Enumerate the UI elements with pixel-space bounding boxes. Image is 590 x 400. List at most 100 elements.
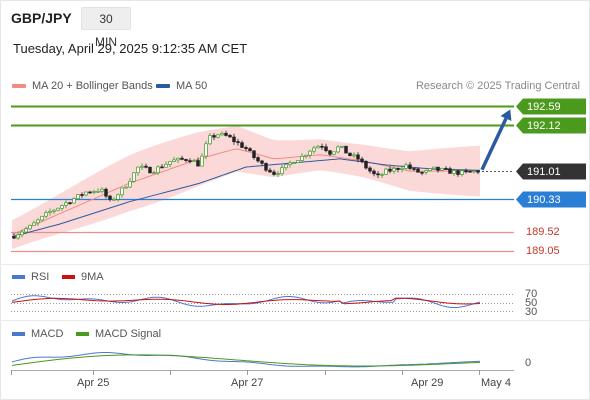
candle-body: [56, 207, 60, 211]
candle-body: [96, 190, 100, 193]
candle-body: [100, 188, 104, 192]
candle-body: [348, 152, 352, 157]
candle-body: [184, 159, 188, 161]
candle-body: [288, 162, 292, 165]
candle-body: [208, 135, 212, 145]
candle-body: [176, 157, 180, 161]
projection-arrow-head: [500, 109, 512, 122]
candle-body: [420, 171, 424, 174]
rsi-line: [11, 295, 481, 308]
candle-body: [364, 161, 368, 169]
candle-body: [104, 188, 108, 197]
candle-body: [136, 166, 140, 174]
candle-body: [152, 172, 156, 175]
candle-body: [328, 150, 332, 155]
macd-signal-legend-label: MACD Signal: [95, 328, 162, 340]
candle-body: [212, 135, 216, 138]
candle-body: [64, 202, 68, 206]
candle-body: [68, 202, 72, 205]
macd-legend-label: MACD: [31, 328, 64, 340]
candle-body: [160, 166, 164, 169]
candle-body: [292, 162, 296, 164]
resistance-label-1: 192.59: [527, 100, 561, 113]
current-price-tag: [516, 163, 586, 180]
pivot-tag: [516, 191, 586, 208]
candle-body: [264, 163, 268, 171]
macd-signal-line: [11, 354, 481, 367]
candle-body: [296, 160, 300, 163]
candle-body: [380, 173, 384, 176]
candle-body: [404, 164, 408, 169]
candle-body: [408, 164, 412, 169]
candle-body: [128, 180, 132, 188]
candle-body: [232, 136, 236, 143]
candle-body: [468, 170, 472, 173]
candle-body: [244, 147, 248, 150]
pivot-label: 190.33: [527, 193, 561, 206]
candle-body: [256, 157, 260, 162]
candle-body: [340, 145, 344, 148]
candle-body: [240, 142, 244, 148]
candle-body: [196, 160, 200, 167]
legend-ma20: MA 20 + Bollinger Bands: [12, 80, 153, 92]
ma20-swatch: [12, 84, 26, 89]
candle-body: [412, 168, 416, 170]
timeframe-button[interactable]: 30 MIN: [81, 7, 131, 49]
bollinger-band: [12, 126, 480, 249]
candle-body: [272, 171, 276, 175]
ma20-legend-label: MA 20 + Bollinger Bands: [32, 80, 153, 92]
resistance-tag-1: [516, 98, 586, 115]
candle-body: [236, 141, 240, 143]
candle-body: [440, 168, 444, 171]
candle-body: [132, 172, 136, 182]
symbol-title: GBP/JPY: [11, 10, 72, 26]
x-axis-ticks: [11, 370, 480, 375]
x-label-apr25: Apr 25: [77, 377, 110, 389]
candle-body: [472, 170, 476, 173]
candle-body: [476, 170, 480, 173]
candle-body: [304, 154, 308, 157]
candle-body: [432, 166, 436, 169]
candle-body: [360, 158, 364, 162]
support-label-2: 189.05: [526, 244, 560, 257]
candle-body: [444, 168, 448, 170]
candle-body: [180, 157, 184, 160]
candle-body: [72, 198, 76, 204]
candle-body: [20, 231, 24, 236]
candle-body: [216, 134, 220, 138]
candle-body: [436, 166, 440, 171]
candle-body: [280, 167, 284, 174]
candle-body: [116, 194, 120, 200]
x-label-apr29: Apr 29: [411, 377, 444, 389]
candle-body: [300, 155, 304, 161]
candle-body: [40, 215, 44, 221]
candle-body: [260, 160, 264, 164]
candle-body: [92, 191, 96, 193]
candle-body: [268, 169, 272, 173]
macd-legend: MACD: [12, 328, 63, 340]
candle-body: [384, 168, 388, 175]
candle-body: [76, 194, 80, 200]
candle-body: [188, 160, 192, 162]
candle-body: [228, 135, 232, 138]
candle-body: [192, 160, 196, 162]
ma50-swatch: [156, 84, 170, 89]
candle-body: [172, 159, 176, 162]
candle-body: [312, 147, 316, 152]
candle-body: [164, 163, 168, 168]
candle-body: [168, 161, 172, 165]
candle-body: [464, 170, 468, 173]
macd-line: [11, 352, 481, 368]
candle-body: [400, 167, 404, 170]
candle-body: [336, 146, 340, 153]
candle-body: [392, 167, 396, 172]
candle-body: [12, 236, 16, 239]
ma50-legend-label: MA 50: [176, 80, 208, 92]
candle-body: [416, 168, 420, 173]
candle-body: [140, 165, 144, 168]
rsi-9ma-line: [11, 297, 481, 305]
candle-body: [124, 186, 128, 189]
candle-body: [356, 154, 360, 160]
current-price-label: 191.01: [527, 165, 561, 178]
